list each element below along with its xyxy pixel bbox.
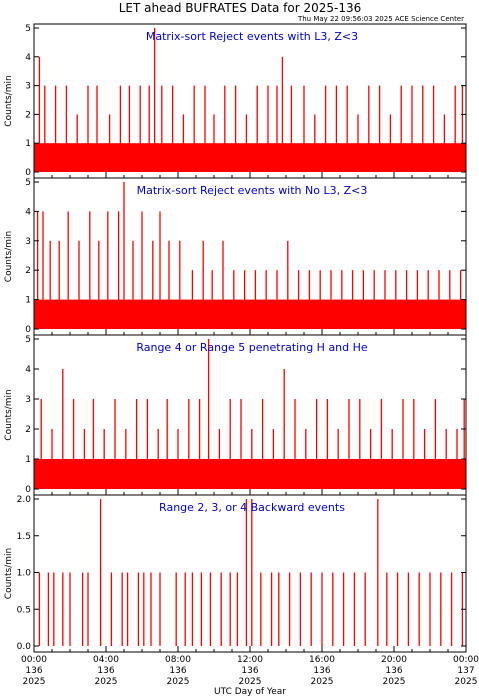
y-tick-label: 5	[25, 24, 31, 34]
x-tick-label-year: 2025	[239, 677, 262, 687]
x-tick-label-year: 2025	[311, 677, 334, 687]
figure-title: LET ahead BUFRATES Data for 2025-136	[119, 1, 361, 15]
y-tick-label: 3	[25, 237, 31, 247]
y-tick-label: 0	[25, 168, 31, 178]
y-tick-label: 1	[25, 455, 31, 465]
x-tick-label-year: 2025	[455, 677, 478, 687]
y-tick-label: 4	[25, 53, 31, 63]
x-tick-label-time: 20:00	[381, 655, 407, 665]
x-tick-label-time: 16:00	[309, 655, 335, 665]
x-axis-label: UTC Day of Year	[214, 687, 286, 697]
y-axis-label: Counts/min	[4, 231, 14, 282]
y-tick-label: 0	[25, 325, 31, 335]
panel-3-data	[34, 339, 466, 489]
panel-title: Matrix-sort Reject events with L3, Z<3	[146, 30, 358, 43]
panel-1-data	[34, 28, 466, 172]
panel-frame	[33, 494, 467, 653]
x-tick-label-doy: 136	[25, 666, 42, 676]
x-tick-label-time: 00:00	[21, 655, 47, 665]
y-tick-label: 2.0	[17, 495, 32, 505]
y-tick-label: 0.5	[17, 605, 31, 615]
panel-3: 0 1 2 3 4 5 Counts/min Range 4 or Range 5 penet…	[4, 334, 467, 496]
baseline-band	[34, 299, 466, 329]
y-tick-label: 4	[25, 365, 31, 375]
y-axis-label: Counts/min	[4, 389, 14, 440]
panel-title: Range 4 or Range 5 penetrating H and He	[136, 341, 368, 354]
baseline-band	[34, 143, 466, 172]
panel-4: 0.0 0.5 1.0 1.5 2.0 Counts/min Range 2, 3, or …	[4, 494, 467, 653]
baseline-band	[34, 459, 466, 489]
x-tick-label-year: 2025	[167, 677, 190, 687]
x-tick-label-doy: 136	[313, 666, 330, 676]
y-tick-label: 2	[25, 425, 31, 435]
y-tick-label: 3	[25, 82, 31, 92]
y-tick-label: 3	[25, 395, 31, 405]
y-tick-label: 5	[25, 178, 31, 188]
x-tick-label-year: 2025	[95, 677, 118, 687]
x-axis: 00:00136202504:00136202508:00136202512:0…	[21, 655, 479, 687]
y-tick-label: 1	[25, 139, 31, 149]
timestamp: Thu May 22 09:56:03 2025 ACE Science Cen…	[297, 15, 464, 23]
x-tick-label-time: 00:00	[453, 655, 479, 665]
panel-2: 0 1 2 3 4 5 Counts/min Matrix-sort Reject event…	[4, 177, 467, 336]
panel-2-data	[34, 182, 466, 329]
y-tick-label: 0	[25, 485, 31, 495]
x-tick-label-doy: 136	[241, 666, 258, 676]
y-axis-label: Counts/min	[4, 548, 14, 599]
y-tick-label: 5	[25, 335, 31, 345]
x-tick-label-doy: 136	[169, 666, 186, 676]
y-tick-label: 4	[25, 207, 31, 217]
x-tick-label-doy: 136	[97, 666, 114, 676]
y-tick-label: 1	[25, 296, 31, 306]
x-tick-label-year: 2025	[23, 677, 46, 687]
x-tick-label-time: 08:00	[165, 655, 191, 665]
panel-title: Matrix-sort Reject events with No L3, Z<…	[137, 184, 368, 197]
y-axis-label: Counts/min	[4, 75, 14, 126]
x-tick-label-time: 12:00	[237, 655, 263, 665]
y-tick-label: 2	[25, 110, 31, 120]
panel-title: Range 2, 3, or 4 Backward events	[159, 501, 345, 514]
panel-4-data	[38, 499, 464, 646]
y-tick-label: 2	[25, 266, 31, 276]
x-tick-label-year: 2025	[383, 677, 406, 687]
x-tick-label-doy: 137	[457, 666, 474, 676]
x-tick-label-time: 04:00	[93, 655, 119, 665]
y-tick-label: 1.0	[17, 569, 32, 579]
x-tick-label-doy: 136	[385, 666, 402, 676]
panels: 0 1 2 3 4 5 Counts/min Matrix-sort Reject event…	[4, 23, 467, 653]
panel-1: 0 1 2 3 4 5 Counts/min Matrix-sort Reject event…	[4, 23, 467, 179]
y-tick-label: 1.5	[17, 532, 31, 542]
y-tick-label: 0.0	[17, 642, 32, 652]
